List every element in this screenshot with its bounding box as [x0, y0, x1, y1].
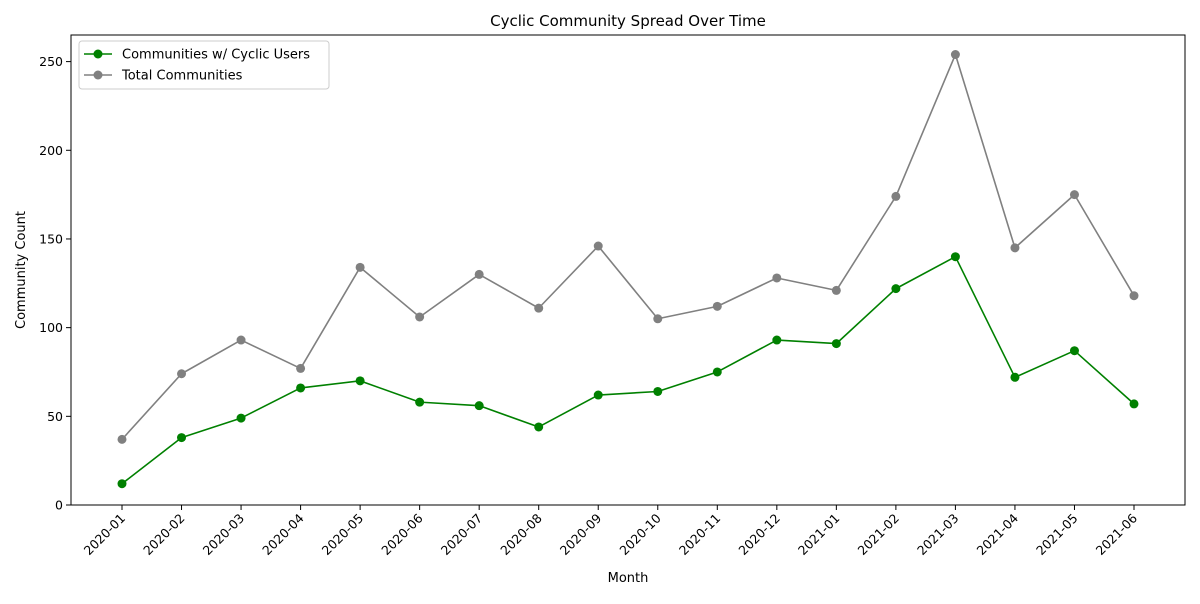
data-point	[177, 433, 187, 443]
x-tick-label: 2021-01	[795, 511, 843, 559]
data-point	[712, 367, 722, 377]
data-point	[831, 285, 841, 295]
series-1	[117, 50, 1139, 444]
data-point	[593, 390, 603, 400]
y-tick-label: 250	[39, 54, 63, 69]
data-point	[950, 252, 960, 262]
x-tick-label: 2021-05	[1033, 511, 1081, 559]
series-line	[121, 53, 1135, 440]
series-0	[117, 252, 1139, 489]
legend-marker	[93, 49, 103, 59]
legend-marker	[93, 70, 103, 80]
x-tick-label: 2021-02	[854, 511, 902, 559]
x-tick-label: 2020-04	[259, 510, 307, 558]
x-tick-label: 2020-06	[378, 510, 426, 558]
legend-label: Communities w/ Cyclic Users	[122, 48, 310, 63]
x-tick-label: 2020-09	[557, 510, 605, 558]
data-point	[415, 397, 425, 407]
data-point	[355, 262, 365, 272]
data-point	[772, 273, 782, 283]
x-axis-ticks: 2020-01 2020-02 2020-03 2020-04 2020-05 2020-…	[81, 505, 1141, 559]
data-point	[1069, 346, 1079, 356]
legend-item: Total Communities	[84, 69, 243, 84]
data-point	[534, 303, 544, 313]
data-point	[117, 479, 127, 489]
data-point	[950, 50, 960, 60]
x-tick-label: 2020-12	[735, 511, 783, 559]
legend: Communities w/ Cyclic Users Total Communi…	[78, 40, 330, 90]
x-tick-label: 2020-03	[200, 511, 248, 559]
y-tick-label: 0	[55, 498, 63, 513]
data-point	[236, 413, 246, 423]
data-point	[712, 301, 722, 311]
data-point	[653, 314, 663, 324]
data-point	[296, 383, 306, 393]
data-point	[593, 241, 603, 251]
series-layer	[117, 50, 1139, 489]
data-point	[177, 369, 187, 379]
x-tick-label: 2020-01	[81, 511, 129, 559]
data-point	[1129, 291, 1139, 301]
x-tick-label: 2020-02	[140, 511, 188, 559]
legend-box	[78, 40, 330, 90]
series-line	[121, 255, 1135, 485]
x-tick-label: 2021-03	[914, 511, 962, 559]
data-point	[296, 363, 306, 373]
data-point	[831, 339, 841, 349]
y-tick-label: 150	[39, 231, 63, 246]
x-tick-label: 2020-11	[676, 511, 724, 559]
data-point	[891, 191, 901, 201]
legend-item: Communities w/ Cyclic Users	[84, 48, 310, 63]
y-tick-label: 100	[39, 320, 63, 335]
y-axis-ticks: 0 50 100 150 200 250	[39, 54, 71, 513]
data-point	[1010, 243, 1020, 253]
y-tick-label: 200	[39, 143, 63, 158]
data-point	[474, 401, 484, 411]
x-tick-label: 2021-04	[974, 510, 1022, 558]
data-point	[653, 386, 663, 396]
data-point	[236, 335, 246, 345]
y-axis-label: Community Count	[14, 211, 29, 329]
data-point	[772, 335, 782, 345]
data-point	[117, 434, 127, 444]
y-tick-label: 50	[47, 409, 63, 424]
x-axis-label: Month	[608, 571, 649, 586]
data-point	[1010, 372, 1020, 382]
x-tick-label: 2020-08	[497, 510, 545, 558]
x-tick-label: 2020-07	[438, 511, 486, 559]
plot-frame	[70, 34, 1186, 506]
data-point	[415, 312, 425, 322]
data-point	[1129, 399, 1139, 409]
x-tick-label: 2021-06	[1093, 510, 1141, 558]
chart-title: Cyclic Community Spread Over Time	[490, 12, 766, 30]
data-point	[891, 284, 901, 294]
data-point	[355, 376, 365, 386]
legend-label: Total Communities	[121, 69, 243, 84]
data-point	[474, 269, 484, 279]
data-point	[534, 422, 544, 432]
x-tick-label: 2020-05	[319, 511, 367, 559]
x-tick-label: 2020-10	[616, 510, 664, 558]
data-point	[1069, 190, 1079, 200]
